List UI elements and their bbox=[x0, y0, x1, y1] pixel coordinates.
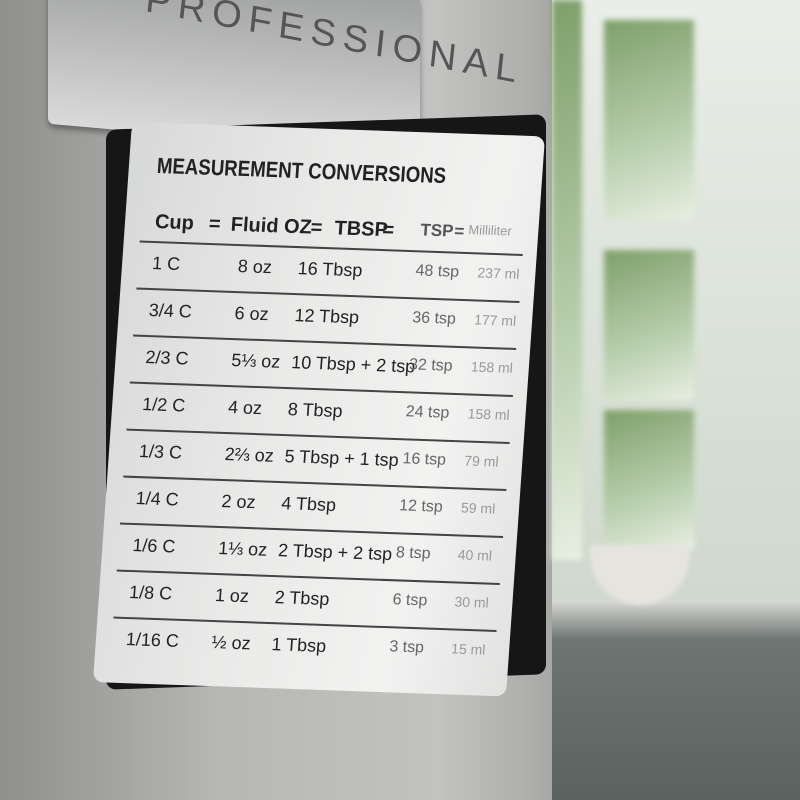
background-counter bbox=[552, 600, 800, 800]
header-cell: TBSP bbox=[333, 217, 389, 242]
header-cell: = bbox=[453, 221, 465, 241]
table-cell: 24 tsp bbox=[405, 403, 450, 422]
conversion-chart-magnet: MEASUREMENT CONVERSIONS Cup = Fluid OZ = TBS… bbox=[92, 122, 545, 697]
table-cell: 79 ml bbox=[463, 452, 500, 470]
table-cell: 6 tsp bbox=[392, 591, 428, 610]
header-cell: TSP bbox=[419, 220, 455, 241]
header-cell: Cup bbox=[154, 211, 195, 235]
table-cell: 15 ml bbox=[450, 640, 486, 658]
table-cell: 32 tsp bbox=[408, 356, 454, 375]
table-cell: 1/8 C bbox=[128, 582, 173, 604]
header-cell: Milliliter bbox=[467, 222, 513, 239]
table-cell: 5 Tbsp + 1 tsp bbox=[283, 446, 400, 471]
table-cell: 2/3 C bbox=[144, 347, 190, 369]
table-cell: 8 tsp bbox=[395, 544, 432, 563]
table-cell: ½ oz bbox=[211, 632, 252, 654]
table-cell: 1/16 C bbox=[125, 629, 180, 651]
table-cell: 16 tsp bbox=[401, 450, 447, 469]
table-cell: 10 Tbsp + 2 tsp bbox=[290, 352, 416, 377]
table-cell: 3/4 C bbox=[148, 300, 193, 322]
table-row: 1/16 C ½ oz 1 Tbsp 3 tsp 15 ml bbox=[110, 616, 497, 674]
table-cell: 1 Tbsp bbox=[270, 634, 327, 657]
table-cell: 2 Tbsp + 2 tsp bbox=[277, 540, 393, 565]
header-cell: Fluid OZ bbox=[230, 213, 313, 239]
header-cell: = bbox=[381, 219, 395, 242]
table-cell: 1⅓ oz bbox=[217, 538, 268, 560]
table-cell: 16 Tbsp bbox=[297, 258, 364, 281]
table-cell: 3 tsp bbox=[388, 638, 425, 657]
table-cell: 1 C bbox=[151, 253, 181, 275]
table-cell: 59 ml bbox=[460, 499, 496, 517]
table-cell: 4 oz bbox=[227, 397, 263, 419]
table-cell: 40 ml bbox=[457, 546, 493, 564]
table-cell: 1/6 C bbox=[131, 535, 177, 557]
table-cell: 48 tsp bbox=[415, 262, 460, 281]
table-cell: 30 ml bbox=[453, 593, 490, 611]
table-cell: 12 Tbsp bbox=[293, 305, 360, 328]
background-window bbox=[552, 0, 800, 620]
table-cell: 2⅔ oz bbox=[224, 444, 275, 466]
table-cell: 5⅓ oz bbox=[230, 350, 282, 372]
table-cell: 177 ml bbox=[473, 311, 517, 329]
table-cell: 12 tsp bbox=[398, 497, 444, 516]
table-cell: 1/4 C bbox=[135, 488, 180, 510]
table-cell: 6 oz bbox=[233, 303, 270, 325]
table-cell: 1/2 C bbox=[141, 394, 186, 416]
table-cell: 8 oz bbox=[237, 256, 273, 278]
table-cell: 2 oz bbox=[220, 491, 257, 513]
table-cell: 237 ml bbox=[476, 264, 520, 282]
chart-title: MEASUREMENT CONVERSIONS bbox=[156, 152, 448, 189]
table-cell: 1/3 C bbox=[138, 441, 183, 463]
header-cell: = bbox=[309, 216, 324, 239]
table-cell: 2 Tbsp bbox=[274, 587, 331, 610]
table-cell: 1 oz bbox=[214, 585, 250, 607]
table-cell: 8 Tbsp bbox=[287, 399, 344, 422]
table-cell: 4 Tbsp bbox=[280, 493, 337, 516]
table-cell: 36 tsp bbox=[411, 309, 457, 328]
table-cell: 158 ml bbox=[470, 358, 514, 376]
table-cell: 158 ml bbox=[467, 405, 511, 423]
header-cell: = bbox=[208, 212, 222, 236]
